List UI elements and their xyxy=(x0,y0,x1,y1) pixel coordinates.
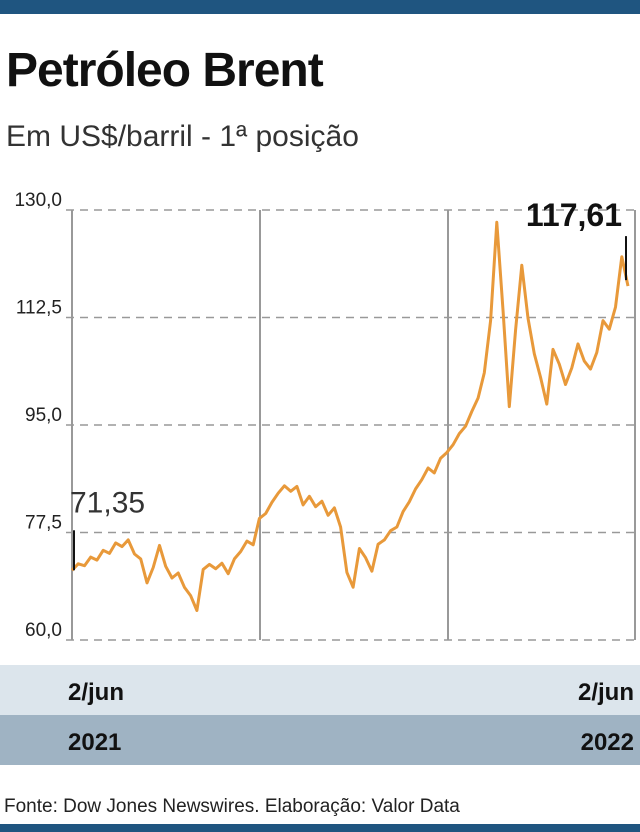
y-tick-label: 130,0 xyxy=(14,190,62,211)
x-start-year: 2021 xyxy=(68,729,121,756)
source-note: Fonte: Dow Jones Newswires. Elaboração: … xyxy=(4,796,460,817)
bottom-bar xyxy=(0,824,640,832)
x-end-date: 2/jun xyxy=(578,679,634,706)
line-series xyxy=(70,220,630,612)
y-tick-label: 77,5 xyxy=(25,513,62,534)
annotation-label: 71,35 xyxy=(70,486,145,519)
x-start-date: 2/jun xyxy=(68,679,124,706)
date-band xyxy=(0,665,640,715)
top-bar xyxy=(0,0,640,14)
y-tick-label: 60,0 xyxy=(25,620,62,641)
y-tick-label: 112,5 xyxy=(16,298,62,319)
chart-title: Petróleo Brent xyxy=(6,44,324,97)
annotation-label: 117,61 xyxy=(526,197,622,233)
y-tick-label: 95,0 xyxy=(25,405,62,426)
chart-subtitle: Em US$/barril - 1ª posição xyxy=(6,120,359,153)
year-band xyxy=(0,715,640,765)
x-end-year: 2022 xyxy=(581,729,634,756)
